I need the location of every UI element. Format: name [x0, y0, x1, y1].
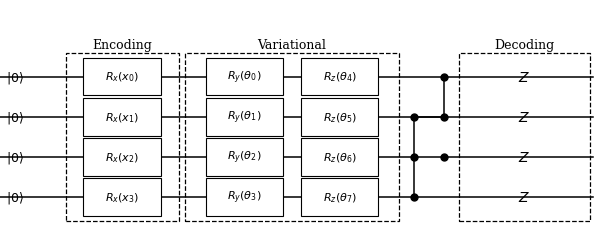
Text: $R_z(\theta_6)$: $R_z(\theta_6)$ [323, 151, 356, 164]
Text: $|0\rangle$: $|0\rangle$ [6, 149, 24, 165]
FancyBboxPatch shape [83, 179, 161, 216]
FancyBboxPatch shape [206, 99, 283, 136]
Text: $R_x(x_2)$: $R_x(x_2)$ [105, 151, 139, 164]
Text: $R_z(\theta_4)$: $R_z(\theta_4)$ [323, 71, 356, 84]
Text: Variational: Variational [257, 39, 327, 52]
FancyBboxPatch shape [83, 139, 161, 176]
FancyBboxPatch shape [206, 179, 283, 216]
Text: $R_z(\theta_7)$: $R_z(\theta_7)$ [323, 191, 356, 204]
Text: $R_x(x_3)$: $R_x(x_3)$ [105, 191, 139, 204]
FancyBboxPatch shape [301, 59, 378, 96]
FancyBboxPatch shape [301, 99, 378, 136]
Text: Encoding: Encoding [92, 39, 152, 52]
Text: $|0\rangle$: $|0\rangle$ [6, 189, 24, 205]
Text: $Z$: $Z$ [519, 110, 530, 124]
Text: $Z$: $Z$ [519, 70, 530, 84]
Text: $R_y(\theta_1)$: $R_y(\theta_1)$ [227, 109, 262, 125]
Text: Decoding: Decoding [494, 39, 555, 52]
FancyBboxPatch shape [206, 139, 283, 176]
Text: $Z$: $Z$ [519, 150, 530, 164]
Text: $R_y(\theta_3)$: $R_y(\theta_3)$ [227, 189, 262, 206]
Text: $|0\rangle$: $|0\rangle$ [6, 109, 24, 125]
FancyBboxPatch shape [83, 99, 161, 136]
FancyBboxPatch shape [206, 59, 283, 96]
Text: $R_x(x_1)$: $R_x(x_1)$ [105, 111, 139, 124]
Text: $|0\rangle$: $|0\rangle$ [6, 69, 24, 85]
FancyBboxPatch shape [301, 179, 378, 216]
Text: $R_z(\theta_5)$: $R_z(\theta_5)$ [323, 111, 356, 124]
Text: $R_x(x_0)$: $R_x(x_0)$ [105, 71, 139, 84]
Text: $R_y(\theta_0)$: $R_y(\theta_0)$ [227, 69, 262, 85]
FancyBboxPatch shape [83, 59, 161, 96]
FancyBboxPatch shape [301, 139, 378, 176]
Text: $R_y(\theta_2)$: $R_y(\theta_2)$ [227, 149, 262, 166]
Text: $Z$: $Z$ [519, 191, 530, 204]
